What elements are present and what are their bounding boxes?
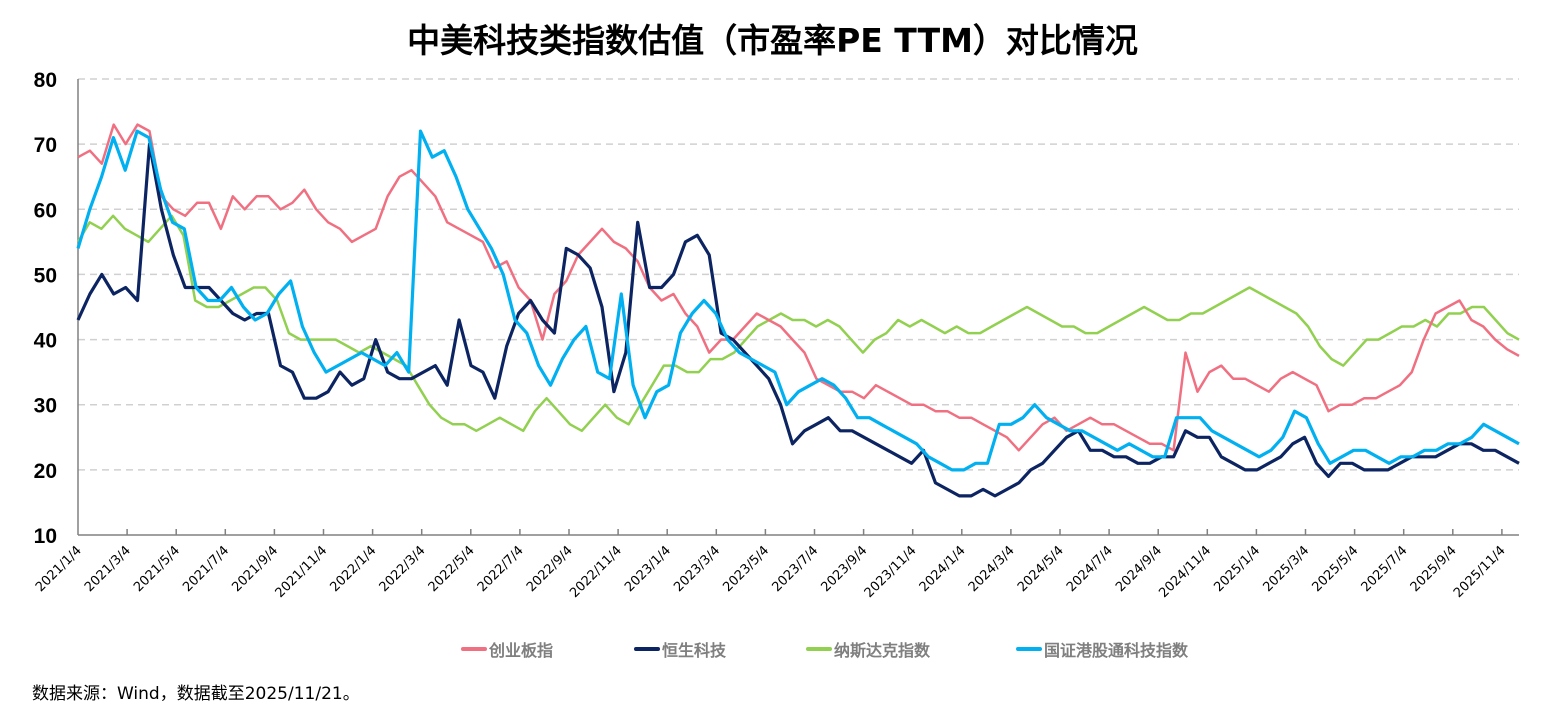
y-tick-label: 80 bbox=[34, 69, 57, 92]
x-tick-label: 2021/9/4 bbox=[229, 543, 281, 595]
x-tick-label: 2023/3/4 bbox=[671, 543, 723, 595]
x-tick-label: 2022/1/4 bbox=[328, 543, 380, 595]
x-tick-label: 2024/3/4 bbox=[966, 543, 1018, 595]
x-tick-label: 2022/5/4 bbox=[426, 543, 478, 595]
legend-swatch bbox=[634, 647, 660, 651]
x-tick-label: 2025/5/4 bbox=[1310, 543, 1362, 595]
y-tick-label: 30 bbox=[34, 395, 57, 418]
x-tick-label: 2022/3/4 bbox=[377, 543, 429, 595]
y-axis-ticks: 10 20 30 40 50 60 70 80 bbox=[34, 69, 57, 548]
legend-item-hk-connect-tech: 国证港股通科技指数 bbox=[1016, 637, 1188, 661]
axes bbox=[77, 79, 1519, 536]
x-tick-label: 2024/5/4 bbox=[1015, 543, 1067, 595]
x-tick-label: 2023/7/4 bbox=[769, 543, 821, 595]
y-tick-label: 50 bbox=[34, 264, 57, 287]
series-lines bbox=[76, 123, 1520, 498]
y-tick-label: 10 bbox=[34, 525, 57, 548]
legend-label: 国证港股通科技指数 bbox=[1044, 641, 1189, 660]
x-tick-label: 2023/11/4 bbox=[862, 543, 920, 601]
legend-label: 恒生科技 bbox=[662, 641, 727, 660]
x-tick-label: 2025/3/4 bbox=[1260, 543, 1312, 595]
x-tick-label: 2023/9/4 bbox=[819, 543, 871, 595]
x-tick-label: 2025/7/4 bbox=[1359, 543, 1411, 595]
x-tick-label: 2024/1/4 bbox=[917, 543, 969, 595]
legend-swatch bbox=[1016, 647, 1042, 651]
series-line-0 bbox=[77, 123, 1520, 452]
x-tick-label: 2024/7/4 bbox=[1064, 543, 1116, 595]
chart-title: 中美科技类指数估值（市盈率PE TTM）对比情况 bbox=[407, 21, 1138, 60]
y-tick-label: 40 bbox=[34, 330, 57, 353]
x-tick-label: 2021/1/4 bbox=[33, 543, 85, 595]
x-tick-label: 2021/7/4 bbox=[180, 543, 232, 595]
x-tick-label: 2025/9/4 bbox=[1408, 543, 1460, 595]
gridlines bbox=[78, 78, 1519, 471]
x-axis-ticks: 2021/1/42021/3/42021/5/42021/7/42021/9/4… bbox=[33, 529, 1509, 601]
source-note: 数据来源：Wind，数据截至2025/11/21。 bbox=[32, 684, 360, 704]
x-tick-label: 2024/9/4 bbox=[1113, 543, 1165, 595]
x-tick-label: 2022/9/4 bbox=[524, 543, 576, 595]
x-tick-label: 2021/3/4 bbox=[82, 543, 134, 595]
legend-item-nasdaq: 纳斯达克指数 bbox=[806, 637, 930, 661]
series-line-2 bbox=[76, 214, 1520, 433]
legend-item-chinext: 创业板指 bbox=[461, 637, 553, 661]
legend: 创业板指 恒生科技 纳斯达克指数 国证港股通科技指数 bbox=[0, 637, 1545, 661]
legend-item-hstech: 恒生科技 bbox=[634, 637, 726, 661]
x-tick-label: 2025/1/4 bbox=[1211, 543, 1263, 595]
x-tick-label: 2025/11/4 bbox=[1451, 543, 1509, 601]
x-tick-label: 2022/7/4 bbox=[475, 543, 527, 595]
x-tick-label: 2021/11/4 bbox=[273, 543, 331, 601]
x-tick-label: 2023/5/4 bbox=[720, 543, 772, 595]
series-line-1 bbox=[76, 142, 1520, 498]
y-tick-label: 20 bbox=[34, 460, 57, 483]
series-line-3 bbox=[76, 129, 1520, 472]
x-tick-label: 2024/11/4 bbox=[1156, 543, 1214, 601]
y-tick-label: 70 bbox=[34, 134, 57, 157]
legend-swatch bbox=[461, 647, 487, 651]
y-tick-label: 60 bbox=[34, 199, 57, 222]
legend-swatch bbox=[806, 647, 832, 651]
x-tick-label: 2022/11/4 bbox=[567, 543, 625, 601]
legend-label: 创业板指 bbox=[489, 641, 554, 660]
x-tick-label: 2023/1/4 bbox=[622, 543, 674, 595]
x-tick-label: 2021/5/4 bbox=[131, 543, 183, 595]
legend-label: 纳斯达克指数 bbox=[834, 641, 931, 660]
